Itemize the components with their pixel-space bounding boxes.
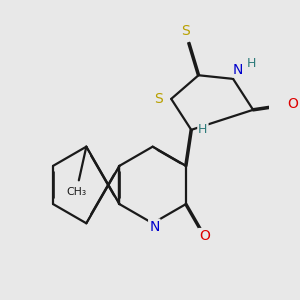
Text: H: H [247,57,256,70]
Text: H: H [198,123,208,136]
Text: N: N [233,63,243,76]
Text: N: N [149,220,160,234]
Text: O: O [199,229,210,243]
Text: S: S [154,92,163,106]
Text: CH₃: CH₃ [66,187,86,197]
Text: S: S [181,24,190,38]
Text: O: O [288,97,298,111]
